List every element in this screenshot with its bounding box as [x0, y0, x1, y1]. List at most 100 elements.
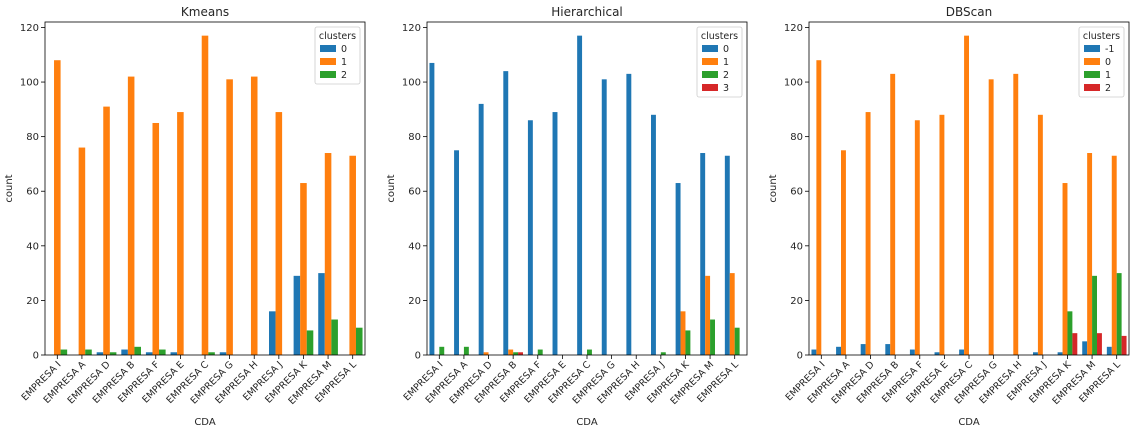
y-tick-label: 60 [790, 187, 803, 198]
bar-series-0-empresa-e [170, 352, 178, 355]
bar-series-0-empresa-i [816, 60, 822, 356]
y-tick-label: 0 [33, 351, 39, 362]
legend-entry: 0 [341, 44, 347, 55]
bar-series-2-empresa-i [60, 349, 68, 355]
y-axis-label: count [4, 174, 15, 202]
bar-series-2-empresa-c [208, 352, 215, 355]
bar-series-1-empresa-b [127, 76, 135, 355]
legend-entry: 2 [341, 70, 347, 81]
bar-series-0-empresa-a [454, 150, 459, 355]
legend-swatch [702, 58, 718, 65]
bar-series-2-empresa-b [134, 346, 141, 355]
bar-series-0-empresa-d [96, 352, 104, 355]
legend-entry: 1 [341, 57, 347, 68]
legend-title: clusters [319, 31, 356, 42]
bar-series-0-empresa-k [293, 275, 301, 355]
legend: clusters -1 0 1 2 [1078, 26, 1125, 98]
legend-swatch [320, 45, 336, 52]
legend-swatch [702, 45, 718, 52]
bar-series-1-empresa-j [275, 112, 283, 355]
legend-entry: 1 [723, 57, 729, 68]
bar-series-2-empresa-k [1072, 333, 1078, 355]
bar-series--1-empresa-k [1057, 352, 1063, 355]
bar-series-0-empresa-m [1087, 153, 1093, 355]
bar-series-2-empresa-d [109, 352, 117, 355]
bar-series--1-empresa-c [959, 349, 965, 355]
bar-series-0-empresa-b [121, 349, 128, 355]
bar-series--1-empresa-a [836, 346, 841, 355]
bar-series-0-empresa-f [527, 120, 533, 355]
y-tick-label: 20 [790, 296, 803, 307]
bar-series-0-empresa-h [1013, 73, 1019, 356]
bar-series-1-empresa-b [508, 349, 514, 355]
bar-series-1-empresa-a [78, 147, 86, 355]
legend-swatch [1084, 58, 1100, 65]
bar-series-1-empresa-c [201, 35, 209, 356]
bar-series-0-empresa-j [1037, 114, 1043, 355]
chart-title: Kmeans [181, 5, 229, 19]
bar-series-0-empresa-c [577, 35, 583, 356]
bar-series-0-empresa-l [724, 155, 730, 355]
legend-swatch [1084, 84, 1100, 91]
legend-box [314, 26, 361, 85]
y-tick-label: 80 [26, 132, 39, 143]
bar-series-0-empresa-g [601, 79, 607, 355]
bar-series--1-empresa-f [909, 349, 915, 355]
bar-series-0-empresa-j [651, 114, 656, 355]
bar-series-0-empresa-f [145, 352, 153, 355]
bar-series-3-empresa-b [518, 352, 523, 355]
bar-series--1-empresa-j [1033, 352, 1038, 355]
y-tick-label: 120 [784, 23, 803, 34]
legend-box [1078, 26, 1125, 98]
bar-series--1-empresa-i [811, 349, 817, 355]
y-tick-label: 40 [26, 241, 39, 252]
bar-series-0-empresa-e [939, 114, 945, 355]
bar-series-1-empresa-h [250, 76, 258, 355]
legend-entry: 0 [723, 44, 729, 55]
bar-series-0-empresa-b [890, 73, 896, 356]
bar-series-2-empresa-l [1121, 335, 1127, 355]
legend-swatch [1084, 45, 1100, 52]
bar-series-0-empresa-a [841, 150, 846, 355]
bar-series-0-empresa-k [1062, 183, 1068, 355]
bar-series-2-empresa-k [306, 330, 314, 355]
y-axis-label: count [768, 174, 779, 202]
bar-series-2-empresa-l [355, 327, 363, 355]
bar-series-1-empresa-g [226, 79, 233, 355]
x-axis-label: CDA [576, 417, 598, 428]
bar-series-0-empresa-k [675, 183, 681, 355]
bar-series-0-empresa-d [865, 112, 871, 355]
bar-series-1-empresa-l [729, 273, 735, 355]
legend-entry: 0 [1105, 57, 1111, 68]
bar-series-1-empresa-m [1092, 275, 1097, 355]
y-tick-label: 120 [402, 23, 421, 34]
y-tick-label: 40 [790, 241, 803, 252]
bar-series-2-empresa-a [463, 346, 469, 355]
bar-series--1-empresa-e [934, 352, 940, 355]
bar-series-0-empresa-c [964, 35, 969, 356]
y-tick-label: 40 [408, 241, 421, 252]
chart-panel-2: Hierarchical020406080100120countEMPRESA … [386, 5, 748, 428]
bar-series-0-empresa-e [552, 112, 558, 355]
bar-series-0-empresa-b [503, 71, 509, 355]
bar-series-1-empresa-e [177, 112, 184, 355]
bar-series-0-empresa-g [219, 352, 227, 355]
bar-series-2-empresa-f [537, 349, 543, 355]
bar-series-1-empresa-k [680, 311, 686, 355]
legend-swatch [320, 58, 336, 65]
legend-entry: 2 [1105, 83, 1111, 94]
y-tick-label: 20 [408, 296, 421, 307]
bar-series-1-empresa-i [54, 60, 61, 356]
bar-series-0-empresa-i [429, 62, 435, 355]
bar-series-2-empresa-m [331, 319, 338, 355]
y-tick-label: 20 [26, 296, 39, 307]
bar-series-0-empresa-g [988, 79, 994, 355]
bar-series-2-empresa-l [734, 327, 740, 355]
bar-series-1-empresa-k [1067, 311, 1073, 355]
bar-series-2-empresa-m [1097, 333, 1102, 355]
bar-series-1-empresa-l [1116, 273, 1122, 355]
bar-series-1-empresa-f [152, 122, 160, 356]
